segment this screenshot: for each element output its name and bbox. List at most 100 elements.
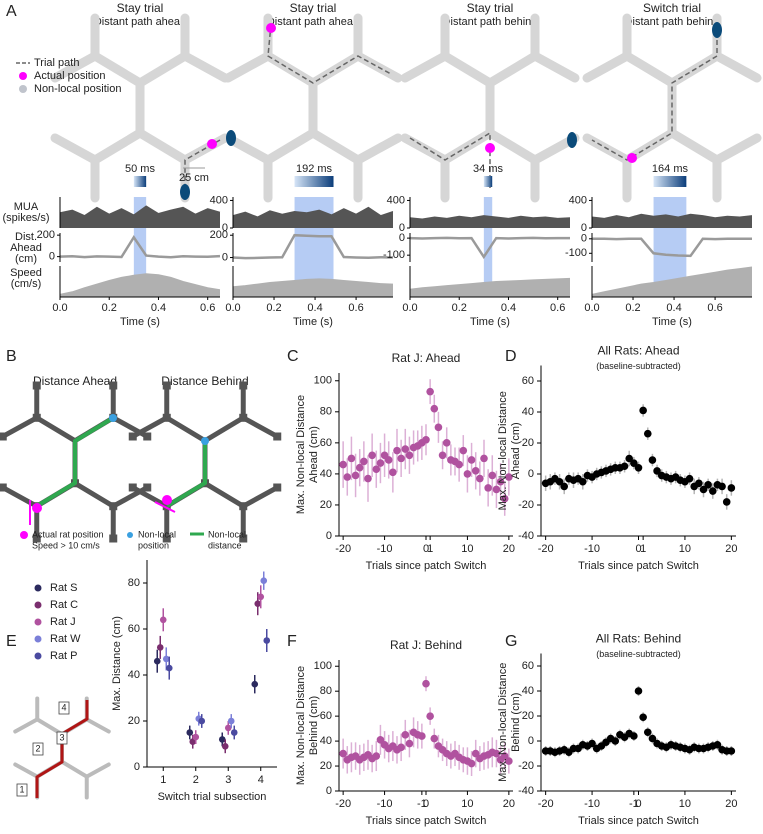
point bbox=[496, 477, 505, 486]
y-tick-label: 0 bbox=[399, 222, 405, 234]
maze-arm bbox=[712, 133, 762, 165]
point bbox=[159, 616, 167, 624]
x-tick-label: -20 bbox=[538, 543, 554, 555]
maze-arm bbox=[0, 484, 41, 510]
window-label: 164 ms bbox=[652, 163, 689, 175]
y-tick-label: 60 bbox=[320, 437, 332, 449]
chart-subtitle: (baseline-subtracted) bbox=[596, 649, 681, 659]
trial-path bbox=[409, 131, 491, 188]
scale-bar-label: 25 cm bbox=[179, 172, 209, 184]
maze-arm bbox=[163, 414, 209, 445]
point bbox=[722, 498, 731, 506]
point bbox=[355, 463, 364, 472]
x-tick-label: 2 bbox=[193, 774, 199, 786]
mua-trace bbox=[591, 213, 753, 219]
maze-end bbox=[273, 483, 282, 492]
point bbox=[230, 729, 238, 736]
y-tick-label: -20 bbox=[518, 499, 534, 511]
point bbox=[480, 454, 488, 463]
speed-trace bbox=[409, 277, 571, 290]
maze-end bbox=[143, 432, 152, 441]
y-tick-label: -20 bbox=[518, 760, 534, 772]
y-tick-label: 0 bbox=[528, 735, 534, 747]
subsection-label: 4 bbox=[61, 702, 66, 712]
point bbox=[467, 456, 476, 464]
point bbox=[422, 435, 430, 444]
maze-arm bbox=[90, 128, 145, 165]
mua-trace bbox=[59, 205, 221, 217]
diagram-title: Distance Ahead bbox=[33, 374, 117, 388]
nonlocal-position bbox=[180, 184, 190, 200]
y-tick-label: 20 bbox=[320, 760, 332, 772]
maze-arm bbox=[263, 128, 318, 165]
x-tick-label: -20 bbox=[538, 798, 554, 810]
point bbox=[500, 494, 509, 503]
x-tick-label: 0.0 bbox=[225, 302, 240, 314]
maze-arm bbox=[485, 128, 540, 165]
y-tick-label: 100 bbox=[314, 660, 332, 672]
point bbox=[257, 593, 265, 601]
trace-area bbox=[60, 206, 220, 228]
point bbox=[397, 743, 405, 752]
legend-label: Rat C bbox=[50, 599, 78, 611]
point bbox=[471, 749, 480, 758]
x-tick-label: -20 bbox=[335, 798, 351, 810]
maze-arm bbox=[622, 51, 677, 88]
row-label: (cm) bbox=[15, 253, 37, 265]
x-tick-label: 0.2 bbox=[452, 302, 467, 314]
panel-label: A bbox=[6, 3, 17, 20]
point bbox=[505, 473, 513, 481]
legend-label: Non-local bbox=[208, 529, 246, 539]
chart-title: All Rats: Behind bbox=[596, 632, 681, 646]
mua-trace bbox=[409, 215, 571, 220]
maze-arm bbox=[84, 762, 111, 779]
point bbox=[186, 729, 194, 736]
x-tick-label: 0.4 bbox=[151, 302, 166, 314]
point bbox=[648, 456, 657, 464]
maze-arm bbox=[239, 484, 281, 510]
row-label: Speed bbox=[10, 267, 42, 279]
y-tick-label: -40 bbox=[518, 530, 534, 542]
maze-end bbox=[162, 502, 171, 511]
trace-area bbox=[592, 267, 752, 297]
y-tick-label: 80 bbox=[128, 577, 140, 589]
trial-title: Stay trial bbox=[290, 1, 337, 15]
trial-path bbox=[591, 32, 718, 161]
point bbox=[471, 467, 480, 475]
nonlocal-dot bbox=[109, 414, 117, 422]
maze-arm bbox=[712, 51, 762, 83]
point bbox=[695, 479, 703, 488]
maze-end bbox=[162, 413, 171, 422]
legend-label: Non-local position bbox=[34, 83, 121, 95]
point bbox=[492, 749, 501, 758]
y-tick-label: 40 bbox=[522, 406, 534, 418]
speed-trace bbox=[591, 266, 753, 295]
point bbox=[351, 471, 360, 480]
point bbox=[426, 712, 434, 720]
point bbox=[708, 487, 717, 495]
maze-end bbox=[0, 432, 7, 441]
legend-label: Rat P bbox=[50, 650, 78, 662]
x-tick-label: 0.4 bbox=[666, 302, 681, 314]
x-tick-label: 10 bbox=[461, 798, 473, 810]
maze-arm bbox=[239, 414, 281, 440]
dist-trace bbox=[409, 236, 570, 260]
point bbox=[611, 737, 620, 745]
legend-label: Rat J bbox=[50, 616, 76, 628]
maze-end bbox=[239, 413, 248, 422]
x-axis-label: Switch trial subsection bbox=[158, 791, 267, 803]
point bbox=[221, 743, 229, 750]
point bbox=[463, 470, 472, 478]
trace-area bbox=[233, 207, 393, 228]
maze-end bbox=[239, 381, 248, 390]
x-tick-label: 0.4 bbox=[307, 302, 322, 314]
panel-label: D bbox=[505, 348, 517, 365]
point bbox=[339, 749, 347, 758]
maze-end bbox=[273, 432, 282, 441]
point bbox=[699, 485, 708, 494]
y-tick-label: 20 bbox=[522, 710, 534, 722]
point bbox=[430, 404, 439, 413]
y-tick-label: 0 bbox=[399, 232, 405, 244]
legend-dot bbox=[127, 532, 133, 538]
x-tick-label: 3 bbox=[225, 774, 231, 786]
